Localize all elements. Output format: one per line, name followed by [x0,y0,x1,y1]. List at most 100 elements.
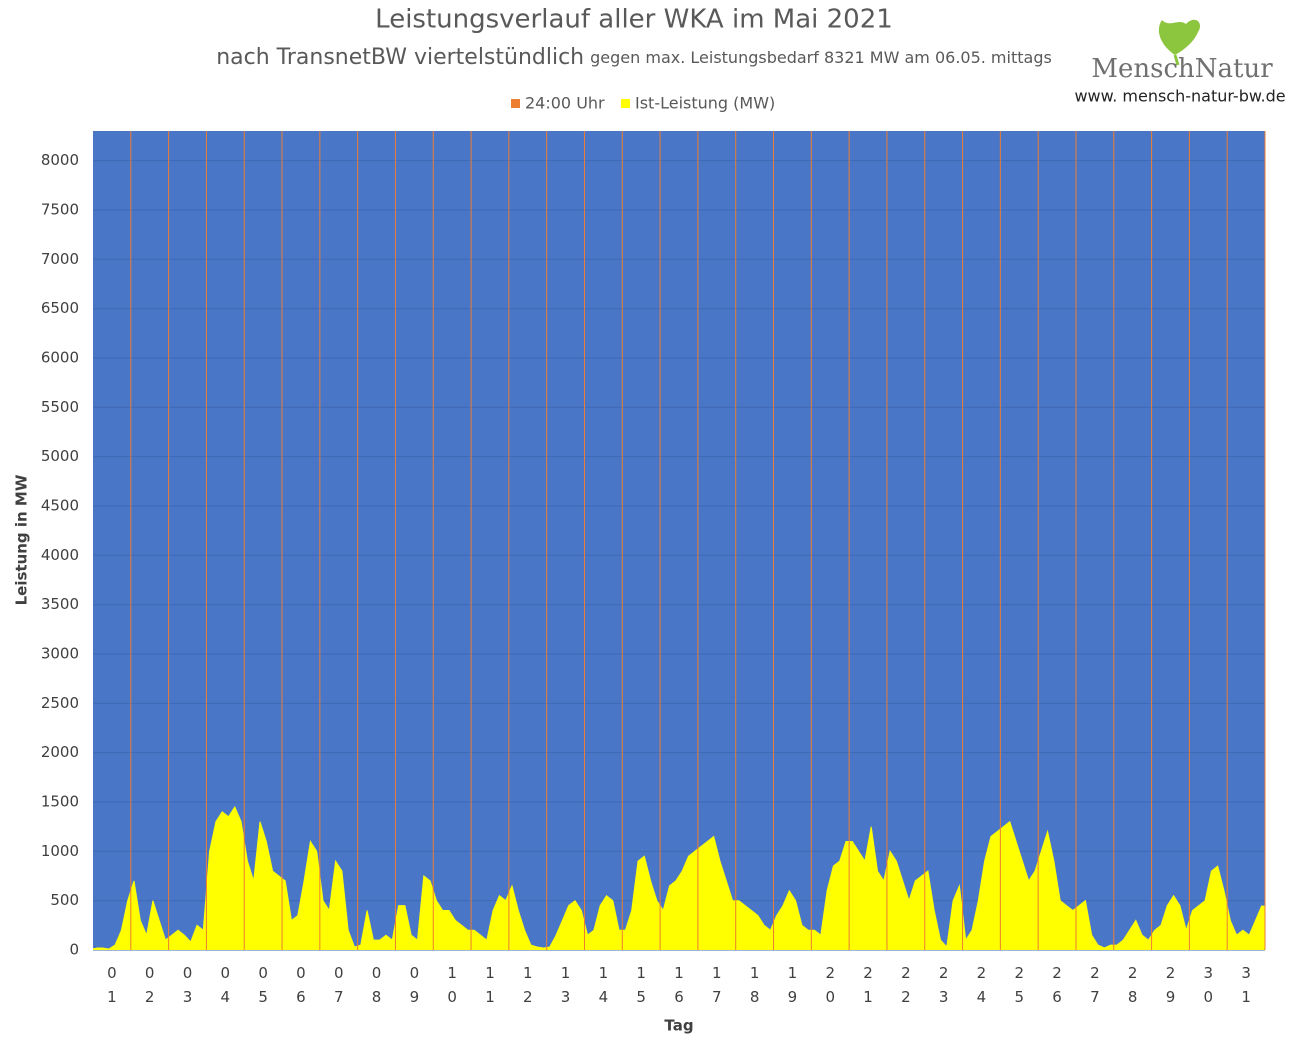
logo-text: MenschNatur [1091,54,1273,84]
x-tick-char: 1 [788,964,798,982]
x-tick-char: 0 [372,964,382,982]
y-tick-label: 6500 [41,299,79,317]
x-tick-char: 2 [1052,964,1062,982]
x-tick-char: 0 [145,964,155,982]
y-tick-label: 2000 [41,743,79,761]
x-tick-char: 1 [750,964,760,982]
legend-swatch [511,99,520,108]
y-tick-label: 5000 [41,447,79,465]
x-tick-char: 1 [485,988,495,1006]
x-tick-char: 0 [334,964,344,982]
x-tick-char: 1 [636,964,646,982]
x-tick-char: 3 [183,988,193,1006]
y-tick-label: 1500 [41,792,79,810]
x-tick-char: 1 [523,964,533,982]
x-tick-char: 4 [977,988,987,1006]
x-tick-char: 0 [296,964,306,982]
x-tick-char: 1 [712,964,722,982]
subtitle-main: nach TransnetBW viertelstündlich [216,45,584,70]
logo-url: www. mensch-natur-bw.de [1074,87,1285,106]
x-axis-label: Tag [664,1017,693,1035]
x-tick-char: 2 [1166,964,1176,982]
x-tick-char: 7 [712,988,722,1006]
x-tick-char: 1 [863,988,873,1006]
x-tick-char: 1 [485,964,495,982]
x-tick-char: 2 [863,964,873,982]
plot-area [93,131,1265,950]
y-tick-label: 8000 [41,151,79,169]
y-tick-label: 3000 [41,644,79,662]
x-tick-char: 6 [674,988,684,1006]
chart-subtitle: nach TransnetBW viertelstündlich gegen ma… [216,45,1052,70]
legend-label: 24:00 Uhr [525,94,605,113]
x-tick-char: 2 [1128,964,1138,982]
logo-stem [1173,54,1180,66]
x-tick-char: 6 [1052,988,1062,1006]
x-tick-char: 4 [221,988,231,1006]
x-tick-char: 5 [1014,988,1024,1006]
logo [1158,19,1201,66]
chart-title: Leistungsverlauf aller WKA im Mai 2021 [375,5,893,35]
area-line [96,805,1263,950]
x-tick-char: 3 [939,988,949,1006]
x-tick-char: 3 [1241,964,1251,982]
x-tick-char: 0 [258,964,268,982]
x-tick-char: 1 [447,964,457,982]
y-tick-label: 500 [50,891,79,909]
x-tick-char: 1 [561,964,571,982]
x-tick-char: 9 [788,988,798,1006]
y-tick-label: 3500 [41,595,79,613]
x-tick-char: 0 [410,964,420,982]
x-tick-char: 1 [107,988,117,1006]
x-tick-char: 2 [1014,964,1024,982]
y-tick-label: 7500 [41,200,79,218]
x-tick-char: 0 [183,964,193,982]
x-tick-char: 5 [258,988,268,1006]
x-tick-char: 7 [334,988,344,1006]
legend-swatch [621,99,630,108]
x-tick-char: 9 [1166,988,1176,1006]
x-tick-char: 8 [750,988,760,1006]
x-tick-char: 1 [599,964,609,982]
x-tick-char: 2 [145,988,155,1006]
x-tick-char: 9 [410,988,420,1006]
x-tick-char: 7 [1090,988,1100,1006]
y-tick-label: 6000 [41,348,79,366]
x-tick-char: 2 [825,964,835,982]
x-tick-char: 0 [107,964,117,982]
y-axis-label: Leistung in MW [13,474,31,605]
x-tick-char: 8 [372,988,382,1006]
y-tick-label: 4500 [41,496,79,514]
x-tick-char: 2 [901,988,911,1006]
y-tick-label: 2500 [41,694,79,712]
x-tick-char: 1 [1241,988,1251,1006]
x-tick-char: 0 [825,988,835,1006]
x-tick-char: 2 [977,964,987,982]
y-tick-label: 1000 [41,842,79,860]
